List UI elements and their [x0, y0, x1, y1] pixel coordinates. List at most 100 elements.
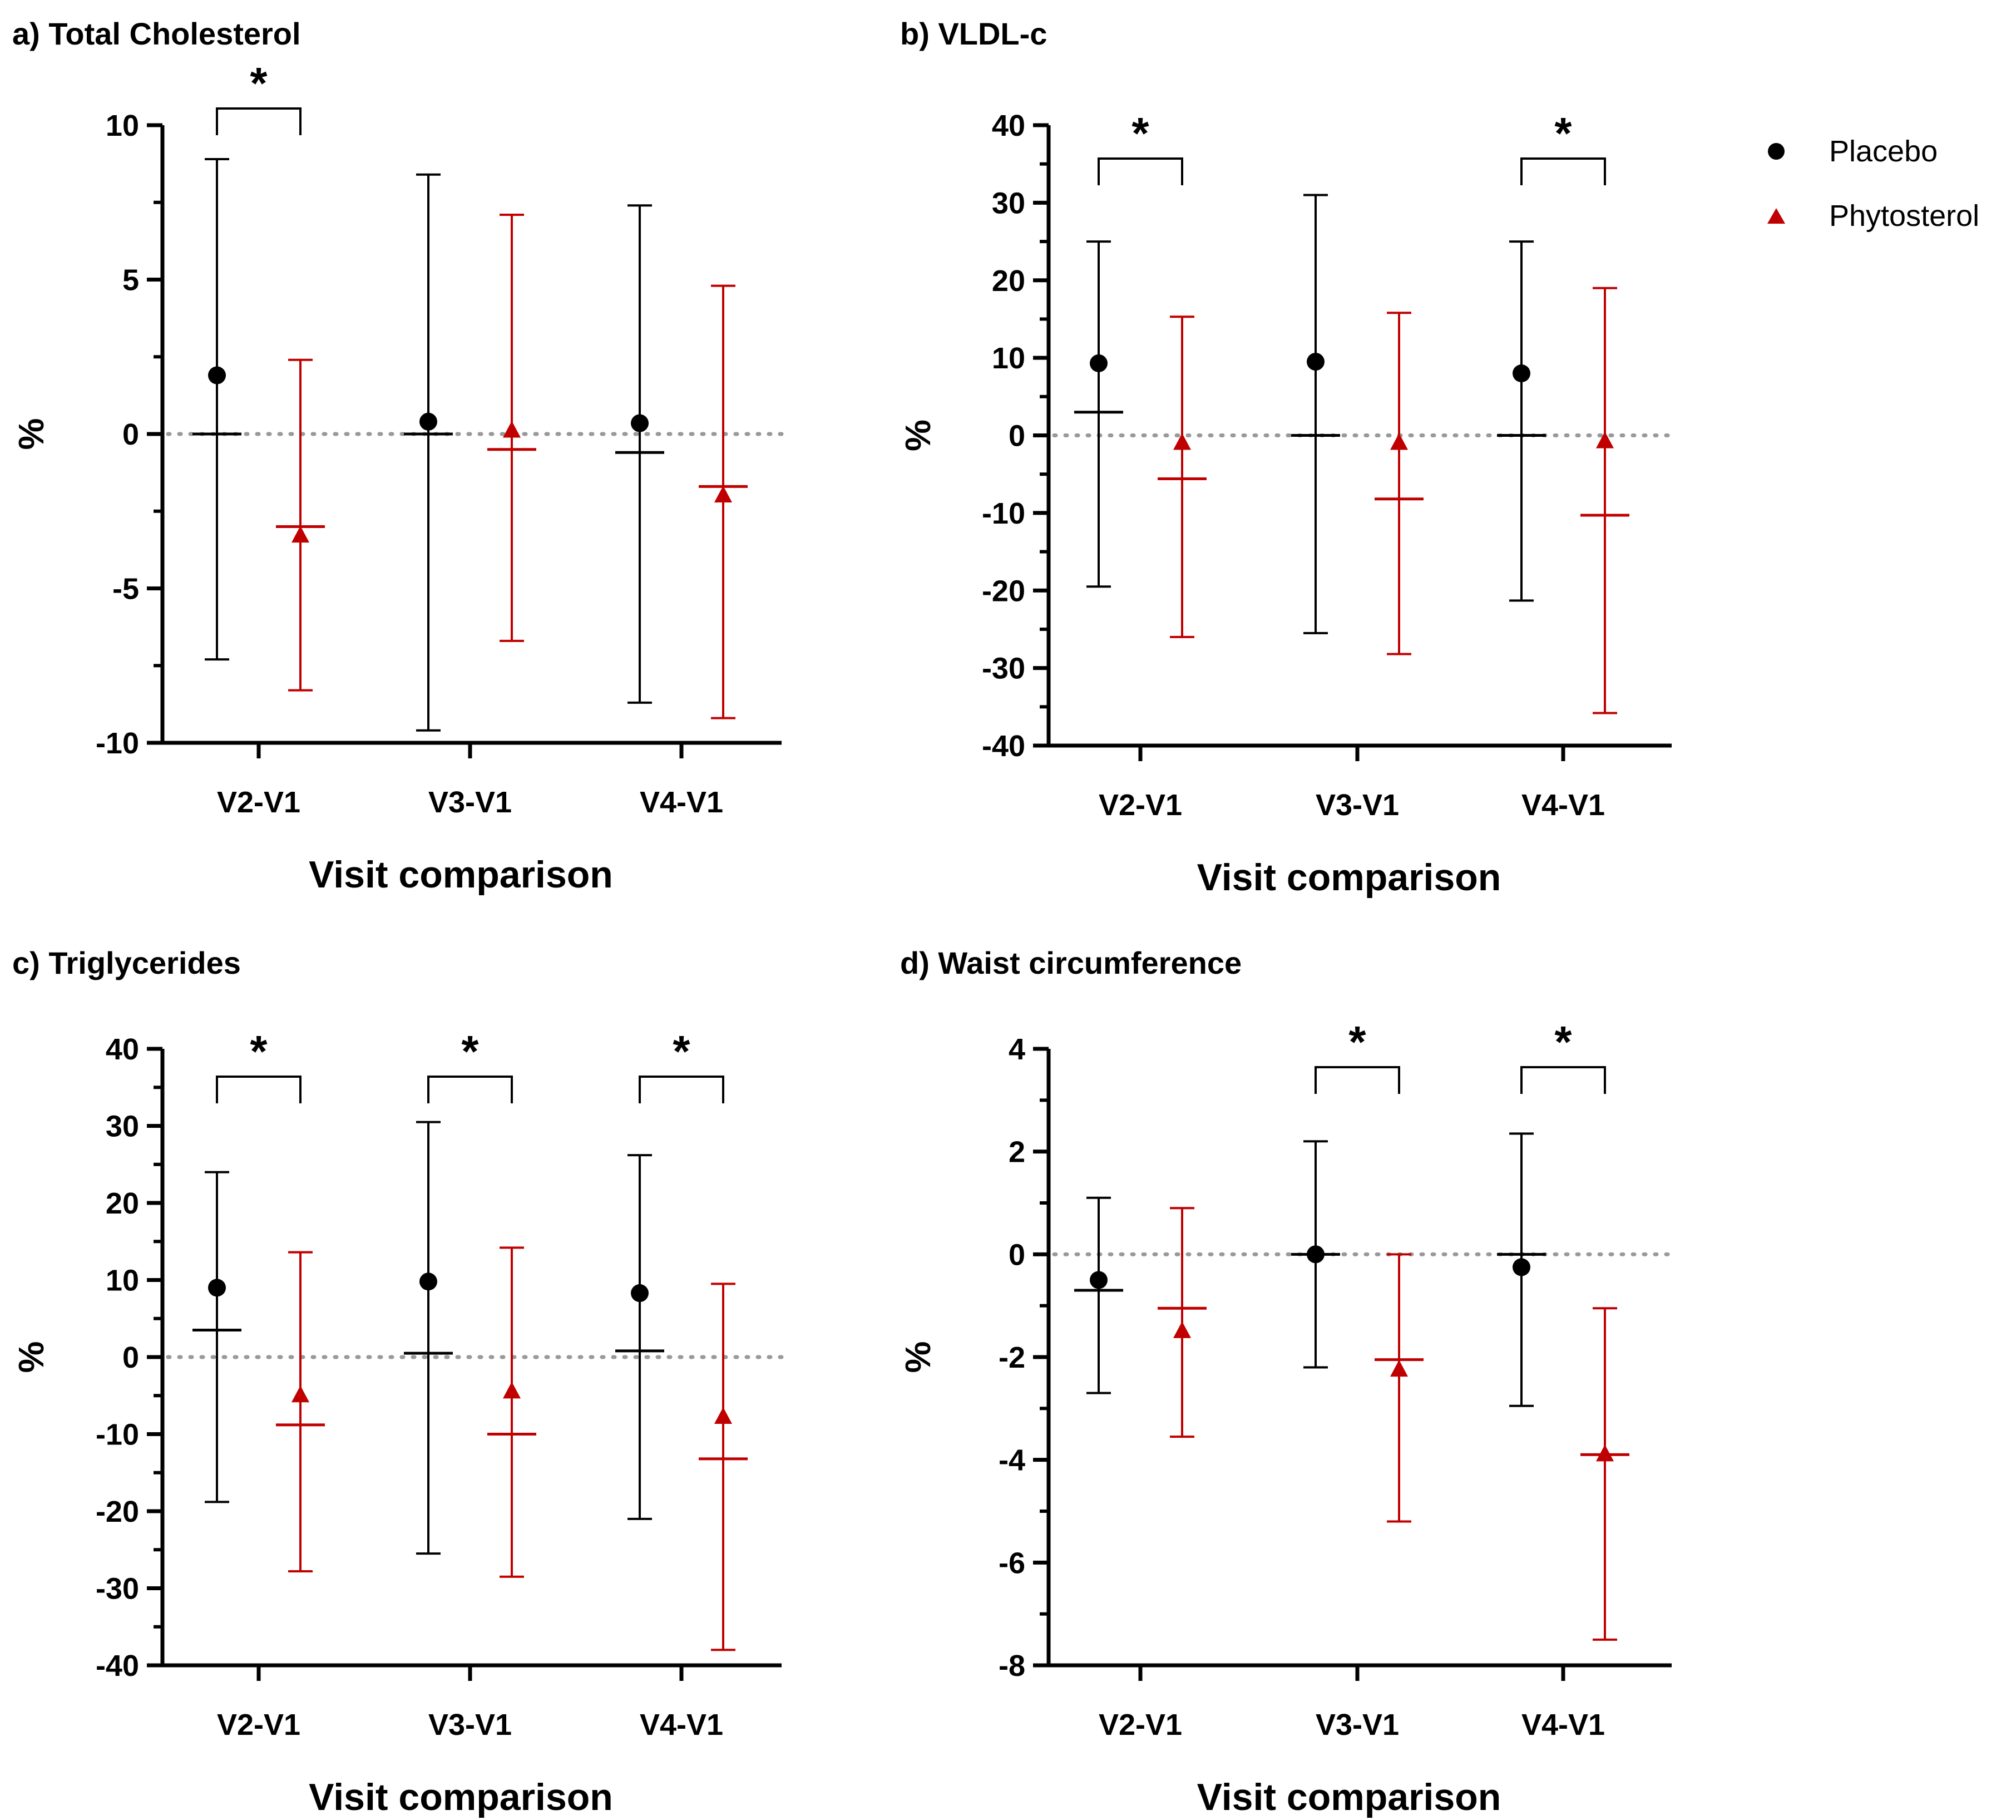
y-tick-label: 0 [1009, 420, 1025, 453]
y-tick-label: -40 [96, 1649, 139, 1683]
significance-bracket [1520, 1066, 1606, 1094]
y-tick-label: -10 [982, 497, 1025, 530]
phytosterol-point [503, 1382, 521, 1399]
x-tick-label: V3-V1 [1316, 1708, 1399, 1742]
significance-star: * [673, 1027, 690, 1076]
placebo-point [419, 412, 437, 431]
y-tick-label: 30 [106, 1110, 139, 1143]
y-tick-label: 40 [106, 1033, 139, 1066]
chart-title: a) Total Cholesterol [12, 16, 301, 51]
y-tick-label: -5 [112, 573, 139, 606]
significance-star: * [1348, 1017, 1366, 1067]
placebo-point [1090, 1271, 1108, 1289]
significance-bracket [427, 1076, 513, 1103]
y-tick-label: 10 [106, 1264, 139, 1298]
placebo-point [1307, 353, 1325, 371]
placebo-point [419, 1272, 437, 1291]
x-axis-label: Visit comparison [309, 854, 613, 896]
panel-total-cholesterol: a) Total Cholesterol 10 5 0 -5 -10% V2-V1 V3-V1… [11, 16, 784, 896]
legend-phytosterol-marker [1767, 208, 1785, 224]
phytosterol-point [503, 421, 521, 438]
y-tick-label: 10 [106, 109, 139, 142]
x-tick-label: V4-V1 [640, 786, 723, 819]
significance-bracket [639, 1076, 724, 1103]
y-tick-label: 20 [992, 264, 1025, 298]
y-tick-label: -10 [96, 727, 139, 760]
x-axis-label: Visit comparison [1197, 1776, 1501, 1818]
significance-bracket [1520, 157, 1606, 185]
significance-star: * [1131, 108, 1149, 158]
x-axis-label: Visit comparison [1197, 856, 1501, 899]
y-tick-label: 5 [122, 264, 139, 297]
y-tick-label: -30 [96, 1572, 139, 1606]
y-tick-label: 0 [122, 418, 139, 451]
chart-title: b) VLDL-c [900, 16, 1047, 51]
x-tick-label: V3-V1 [428, 1708, 512, 1742]
legend-placebo-label: Placebo [1829, 135, 1938, 168]
y-axis-label: % [898, 420, 938, 451]
significance-star: * [461, 1027, 479, 1076]
phytosterol-point [1390, 1360, 1408, 1377]
significance-star: * [250, 58, 268, 108]
y-tick-label: -30 [982, 652, 1025, 685]
significance-bracket [216, 1076, 302, 1103]
y-tick-label: -10 [96, 1418, 139, 1452]
significance-bracket [216, 107, 302, 135]
y-tick-label: -8 [999, 1649, 1025, 1683]
phytosterol-point [291, 1385, 309, 1403]
y-tick-label: -4 [999, 1444, 1025, 1477]
placebo-point [631, 414, 649, 432]
significance-bracket [1315, 1066, 1400, 1094]
y-axis-label: % [11, 1341, 51, 1373]
panel-triglycerides: c) Triglycerides 40 30 20 10 0 -10 -20 -30 -40% V2… [11, 945, 784, 1818]
x-tick-label: V3-V1 [428, 786, 512, 819]
x-tick-label: V4-V1 [1521, 788, 1605, 822]
phytosterol-point [1173, 1321, 1191, 1338]
y-tick-label: 0 [122, 1341, 139, 1374]
legend-placebo-marker [1768, 143, 1785, 160]
y-axis-label: % [898, 1341, 938, 1373]
x-tick-label: V2-V1 [1099, 1708, 1182, 1742]
panel-vldl-c: b) VLDL-c 40 30 20 10 0 -10 -20 -30 -40% V2-V1 V3-V… [898, 16, 1674, 899]
x-tick-label: V4-V1 [640, 1708, 723, 1742]
legend-phytosterol-label: Phytosterol [1829, 199, 1979, 233]
y-tick-label: 40 [992, 109, 1025, 142]
significance-star: * [250, 1027, 268, 1076]
placebo-point [631, 1284, 649, 1303]
significance-star: * [1554, 1017, 1572, 1067]
placebo-point [208, 366, 226, 384]
x-tick-label: V2-V1 [217, 786, 300, 819]
placebo-point [1307, 1245, 1325, 1264]
y-tick-label: 20 [106, 1187, 139, 1220]
x-axis-label: Visit comparison [309, 1776, 613, 1818]
x-tick-label: V2-V1 [1099, 788, 1182, 822]
phytosterol-point [1596, 1444, 1614, 1462]
y-tick-label: 30 [992, 186, 1025, 220]
phytosterol-point [1173, 433, 1191, 450]
y-tick-label: -6 [999, 1546, 1025, 1580]
y-axis-label: % [11, 418, 51, 450]
placebo-point [1090, 354, 1108, 372]
x-tick-label: V2-V1 [217, 1708, 300, 1742]
placebo-point [1513, 1258, 1530, 1276]
legend: Placebo Phytosterol [1767, 135, 1979, 233]
y-tick-label: 10 [992, 342, 1025, 375]
phytosterol-point [291, 526, 309, 543]
y-tick-label: 4 [1009, 1033, 1025, 1066]
x-tick-label: V3-V1 [1316, 788, 1399, 822]
significance-star: * [1554, 108, 1572, 158]
y-tick-label: -2 [999, 1341, 1025, 1374]
phytosterol-point [714, 486, 732, 502]
chart-title: c) Triglycerides [12, 945, 241, 980]
x-tick-label: V4-V1 [1521, 1708, 1605, 1742]
y-tick-label: -20 [96, 1495, 139, 1528]
significance-bracket [1098, 157, 1183, 185]
chart-title: d) Waist circumference [900, 945, 1242, 980]
placebo-point [1513, 364, 1530, 382]
phytosterol-point [1596, 431, 1614, 448]
placebo-point [208, 1279, 226, 1297]
y-tick-label: -40 [982, 729, 1025, 763]
y-tick-label: 0 [1009, 1238, 1025, 1271]
panel-waist-circumference: d) Waist circumference 4 2 0 -2 -4 -6 -8% V2-V1 V… [898, 945, 1674, 1818]
